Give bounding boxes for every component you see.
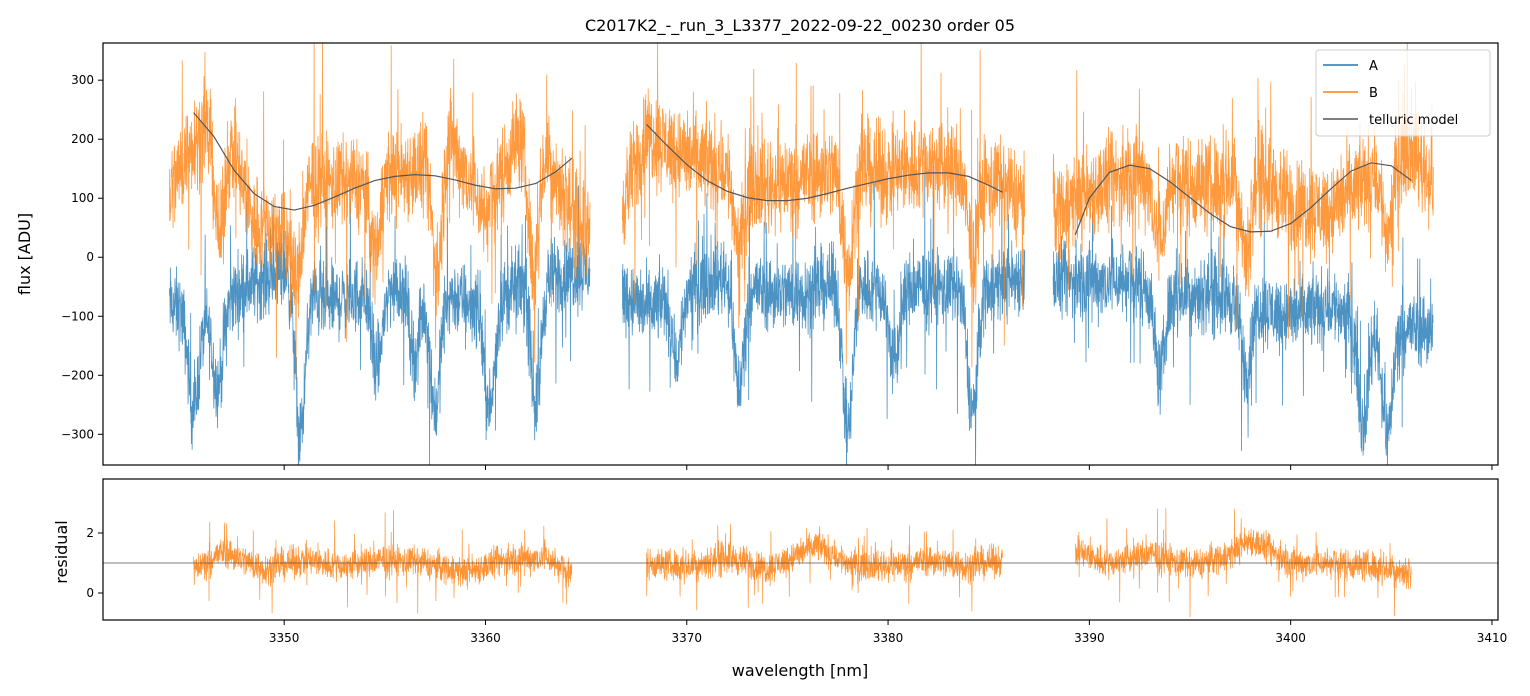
main-plot-frame [102, 42, 1499, 466]
residual-x-axis: 3350 3360 3370 3380 3390 3400 3410 [269, 620, 1507, 645]
main-ytick-label: −200 [61, 368, 94, 382]
main-x-axis [283, 465, 1493, 470]
legend-label-a: A [1369, 59, 1378, 74]
residual-ytick-label: 0 [86, 586, 94, 600]
xtick-label: 3390 [1074, 631, 1105, 645]
xtick-label: 3360 [470, 631, 501, 645]
main-ytick-label: 0 [86, 250, 94, 264]
legend-label-telluric: telluric model [1369, 113, 1458, 128]
residual-plot-data [103, 508, 1498, 618]
chart-title: C2017K2_-_run_3_L3377_2022-09-22_00230 o… [585, 16, 1015, 36]
main-y-axis: −300 −200 −100 0 100 200 300 [61, 73, 103, 441]
main-ytick-label: −300 [61, 427, 94, 441]
legend: A B telluric model [1315, 49, 1491, 137]
series-a-segment-2 [621, 166, 1026, 465]
residual-y-axis: 02 [86, 526, 103, 600]
telluric-model-segment-3 [1074, 162, 1412, 236]
residual-y-axis-label: residual [52, 520, 71, 583]
legend-label-b: B [1369, 86, 1378, 101]
series-a-segment-1 [169, 185, 591, 465]
main-ytick-label: 100 [71, 191, 94, 205]
main-ytick-label: −100 [61, 309, 94, 323]
main-ytick-label: 200 [71, 132, 94, 146]
residual-segment-1 [193, 510, 573, 614]
xtick-label: 3380 [873, 631, 904, 645]
residual-ytick-label: 2 [86, 526, 94, 540]
xtick-label: 3370 [671, 631, 702, 645]
xtick-label: 3350 [269, 631, 300, 645]
series-b-segment-3 [1052, 43, 1434, 339]
series-b-segment-1 [169, 43, 591, 380]
x-axis-label: wavelength [nm] [732, 661, 869, 680]
main-plot-data [169, 43, 1434, 465]
main-y-axis-label: flux [ADU] [15, 213, 34, 295]
telluric-model-segment-2 [646, 124, 1004, 202]
series-a-segment-3 [1052, 205, 1434, 465]
residual-plot-frame [102, 478, 1499, 621]
xtick-label: 3410 [1477, 631, 1508, 645]
series-b-segment-2 [621, 43, 1026, 368]
main-ytick-label: 300 [71, 73, 94, 87]
residual-segment-2 [646, 523, 1003, 612]
residual-segment-3 [1074, 508, 1412, 618]
legend-box [1315, 49, 1491, 137]
xtick-label: 3400 [1275, 631, 1306, 645]
telluric-model-segment-1 [193, 112, 573, 211]
